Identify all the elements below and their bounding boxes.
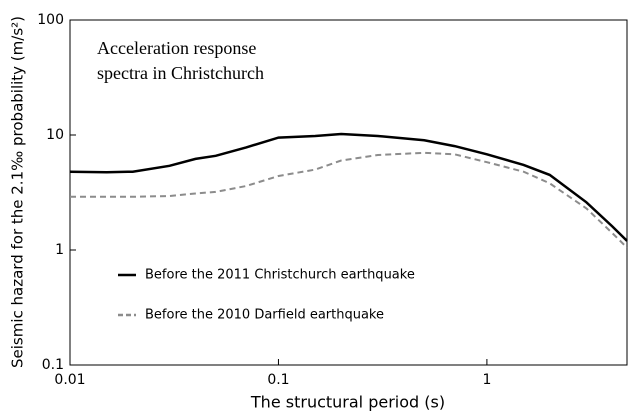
x-tick-label: 0.1 xyxy=(267,372,289,388)
series-line xyxy=(70,151,628,249)
y-axis-label: Seismic hazard for the 2.1‰ probability … xyxy=(9,16,27,368)
y-tick-label: 0.1 xyxy=(42,357,64,373)
annotation-line: spectra in Christchurch xyxy=(97,63,264,83)
legend-label: Before the 2011 Christchurch earthquake xyxy=(145,268,415,283)
x-tick-label: 0.01 xyxy=(54,372,85,388)
plot-frame xyxy=(69,19,628,366)
legend-label: Before the 2010 Darfield earthquake xyxy=(145,308,384,323)
x-tick-label: 1 xyxy=(482,372,491,388)
y-tick-label: 10 xyxy=(46,127,64,143)
annotation-line: Acceleration response xyxy=(97,38,256,58)
x-axis-label: The structural period (s) xyxy=(250,393,445,412)
series-line xyxy=(69,132,628,242)
y-tick-label: 1 xyxy=(55,242,64,258)
y-tick-label: 100 xyxy=(37,12,64,28)
